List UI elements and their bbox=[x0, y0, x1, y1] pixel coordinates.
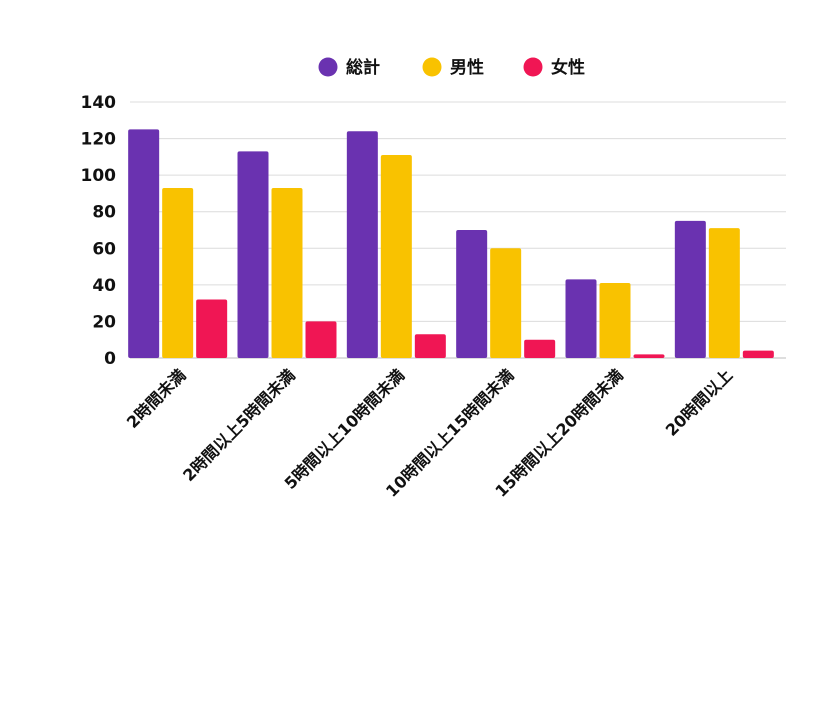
legend-marker bbox=[318, 57, 338, 77]
x-tick-label: 20時間以上 bbox=[662, 365, 736, 439]
bar-女性-2時間以上5時間未満[interactable] bbox=[305, 321, 337, 358]
bar-男性-15時間以上20時間未満[interactable] bbox=[599, 283, 631, 358]
y-tick-label: 40 bbox=[92, 276, 116, 296]
y-tick-label: 100 bbox=[81, 166, 117, 186]
legend-label: 総計 bbox=[346, 57, 380, 78]
legend-label: 女性 bbox=[551, 57, 585, 78]
x-tick-label: 2時間未満 bbox=[123, 365, 190, 432]
y-tick-label: 20 bbox=[92, 312, 116, 332]
bar-女性-5時間以上10時間未満[interactable] bbox=[414, 334, 446, 358]
y-tick-label: 120 bbox=[81, 130, 117, 150]
bar-総計-2時間以上5時間未満[interactable] bbox=[237, 151, 269, 358]
bars bbox=[128, 129, 774, 358]
x-tick-label: 2時間以上5時間未満 bbox=[179, 365, 299, 485]
bar-女性-2時間未満[interactable] bbox=[196, 299, 228, 358]
bar-男性-5時間以上10時間未満[interactable] bbox=[380, 155, 412, 358]
bar-男性-10時間以上15時間未満[interactable] bbox=[490, 248, 522, 358]
x-tick-label: 15時間以上20時間未満 bbox=[491, 365, 626, 500]
x-tick-label: 5時間以上10時間未満 bbox=[281, 365, 409, 493]
y-tick-label: 140 bbox=[81, 93, 117, 113]
legend: 総計 男性 女性 bbox=[318, 57, 585, 78]
bar-総計-5時間以上10時間未満[interactable] bbox=[346, 131, 378, 358]
bar-総計-15時間以上20時間未満[interactable] bbox=[565, 279, 597, 358]
y-tick-label: 60 bbox=[92, 239, 116, 259]
y-axis: 0 20 40 60 80 100 120 140 bbox=[81, 93, 117, 369]
x-axis: 2時間未満2時間以上5時間未満5時間以上10時間未満10時間以上15時間未満15… bbox=[123, 365, 736, 500]
bar-総計-10時間以上15時間未満[interactable] bbox=[456, 230, 488, 358]
bar-総計-2時間未満[interactable] bbox=[128, 129, 160, 358]
bar-男性-2時間未満[interactable] bbox=[162, 187, 194, 358]
bar-女性-10時間以上15時間未満[interactable] bbox=[524, 339, 556, 358]
y-tick-label: 80 bbox=[92, 203, 116, 223]
bar-男性-20時間以上[interactable] bbox=[708, 228, 740, 358]
bar-男性-2時間以上5時間未満[interactable] bbox=[271, 187, 303, 358]
bar-女性-20時間以上[interactable] bbox=[742, 350, 774, 358]
legend-marker bbox=[422, 57, 442, 77]
legend-marker bbox=[523, 57, 543, 77]
bar-総計-20時間以上[interactable] bbox=[674, 220, 706, 358]
y-tick-label: 0 bbox=[104, 349, 116, 369]
legend-label: 男性 bbox=[450, 57, 484, 78]
bar-女性-15時間以上20時間未満[interactable] bbox=[633, 354, 665, 358]
